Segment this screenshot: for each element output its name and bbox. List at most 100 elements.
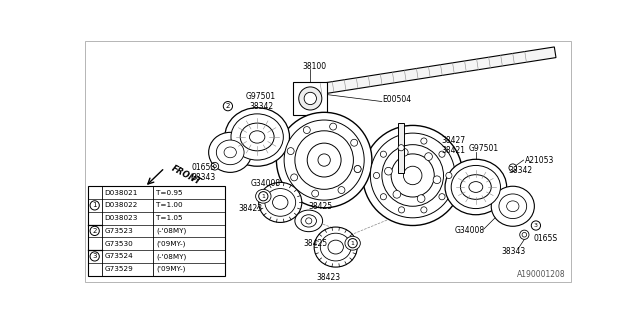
Ellipse shape bbox=[499, 194, 527, 219]
Circle shape bbox=[399, 207, 404, 213]
Text: G97501: G97501 bbox=[246, 92, 276, 101]
Circle shape bbox=[373, 172, 380, 179]
Circle shape bbox=[349, 240, 356, 246]
Circle shape bbox=[348, 239, 357, 248]
Ellipse shape bbox=[295, 131, 353, 189]
Ellipse shape bbox=[265, 188, 296, 216]
Text: T=1.05: T=1.05 bbox=[156, 215, 183, 221]
Circle shape bbox=[385, 167, 392, 175]
Ellipse shape bbox=[403, 166, 422, 185]
Circle shape bbox=[439, 151, 445, 157]
Text: G34008: G34008 bbox=[455, 227, 485, 236]
Circle shape bbox=[303, 127, 310, 133]
Text: ('09MY-): ('09MY-) bbox=[156, 266, 186, 272]
Text: D038023: D038023 bbox=[105, 215, 138, 221]
Circle shape bbox=[401, 148, 408, 156]
Text: G97501: G97501 bbox=[468, 144, 499, 153]
Text: 3: 3 bbox=[92, 253, 97, 260]
Text: T=0.95: T=0.95 bbox=[156, 190, 183, 196]
Circle shape bbox=[380, 151, 387, 157]
Text: G73530: G73530 bbox=[105, 241, 134, 247]
Circle shape bbox=[509, 164, 516, 172]
Text: 3: 3 bbox=[534, 223, 538, 228]
Circle shape bbox=[259, 192, 268, 201]
Text: ('09MY-): ('09MY-) bbox=[156, 240, 186, 247]
Circle shape bbox=[446, 172, 452, 179]
Text: 0165S: 0165S bbox=[192, 163, 216, 172]
Bar bbox=[88, 186, 225, 276]
Circle shape bbox=[90, 252, 99, 261]
Ellipse shape bbox=[469, 182, 483, 192]
Ellipse shape bbox=[276, 112, 372, 208]
Text: G73524: G73524 bbox=[105, 253, 134, 260]
Ellipse shape bbox=[240, 123, 274, 151]
Circle shape bbox=[393, 190, 401, 198]
Ellipse shape bbox=[301, 215, 316, 227]
Ellipse shape bbox=[250, 131, 265, 143]
Circle shape bbox=[351, 139, 358, 146]
Ellipse shape bbox=[318, 154, 330, 166]
Ellipse shape bbox=[304, 92, 316, 105]
Circle shape bbox=[330, 123, 337, 130]
Circle shape bbox=[213, 165, 216, 168]
Circle shape bbox=[223, 101, 232, 111]
Text: A190001208: A190001208 bbox=[516, 270, 565, 279]
Ellipse shape bbox=[451, 165, 500, 209]
Ellipse shape bbox=[382, 145, 444, 206]
Text: 38425: 38425 bbox=[303, 239, 328, 248]
Text: T=1.00: T=1.00 bbox=[156, 202, 183, 208]
Circle shape bbox=[211, 162, 219, 170]
Ellipse shape bbox=[345, 236, 360, 250]
Polygon shape bbox=[308, 47, 556, 96]
Circle shape bbox=[425, 153, 433, 160]
Ellipse shape bbox=[209, 132, 252, 172]
Text: E00504: E00504 bbox=[382, 95, 411, 104]
Ellipse shape bbox=[307, 143, 341, 177]
Circle shape bbox=[312, 190, 319, 197]
Ellipse shape bbox=[273, 196, 288, 209]
Circle shape bbox=[520, 230, 529, 239]
Ellipse shape bbox=[314, 227, 357, 267]
Circle shape bbox=[433, 176, 441, 184]
Text: G73523: G73523 bbox=[105, 228, 134, 234]
Ellipse shape bbox=[460, 175, 492, 199]
Circle shape bbox=[291, 174, 298, 181]
Ellipse shape bbox=[492, 186, 534, 226]
Text: 2: 2 bbox=[93, 228, 97, 234]
Text: 38423: 38423 bbox=[238, 204, 262, 213]
Text: 38342: 38342 bbox=[250, 102, 273, 111]
Ellipse shape bbox=[507, 201, 519, 212]
Circle shape bbox=[260, 193, 266, 199]
Text: D038021: D038021 bbox=[105, 190, 138, 196]
Ellipse shape bbox=[255, 189, 271, 203]
Circle shape bbox=[338, 187, 345, 194]
Text: (-'08MY): (-'08MY) bbox=[156, 228, 186, 234]
Circle shape bbox=[522, 232, 527, 237]
Text: G73529: G73529 bbox=[105, 266, 134, 272]
Ellipse shape bbox=[363, 125, 463, 226]
Text: 38425: 38425 bbox=[308, 202, 333, 211]
Circle shape bbox=[90, 201, 99, 210]
Circle shape bbox=[421, 138, 427, 144]
Circle shape bbox=[90, 226, 99, 236]
Ellipse shape bbox=[224, 147, 236, 158]
Text: 0165S: 0165S bbox=[534, 234, 557, 243]
Text: FRONT: FRONT bbox=[170, 164, 203, 187]
Ellipse shape bbox=[320, 233, 351, 261]
Ellipse shape bbox=[295, 210, 323, 232]
Text: 2: 2 bbox=[226, 103, 230, 109]
Ellipse shape bbox=[391, 154, 435, 197]
Text: 38421: 38421 bbox=[441, 146, 465, 155]
Circle shape bbox=[417, 195, 425, 203]
Text: 1: 1 bbox=[261, 194, 265, 199]
Text: G34008: G34008 bbox=[251, 179, 281, 188]
Circle shape bbox=[421, 207, 427, 213]
Bar bbox=[293, 82, 327, 116]
Text: (-'08MY): (-'08MY) bbox=[156, 253, 186, 260]
Text: 38342: 38342 bbox=[508, 165, 532, 175]
Text: 38343: 38343 bbox=[501, 247, 525, 256]
Circle shape bbox=[287, 148, 294, 155]
Ellipse shape bbox=[216, 140, 244, 165]
Text: 1: 1 bbox=[92, 202, 97, 208]
Text: D038022: D038022 bbox=[105, 202, 138, 208]
